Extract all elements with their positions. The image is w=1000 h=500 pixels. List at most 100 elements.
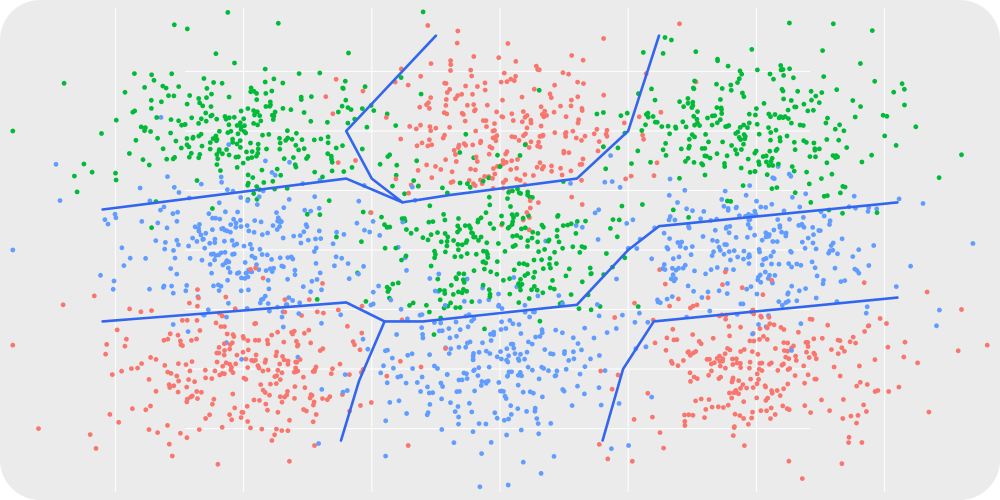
point-green [874, 210, 880, 216]
point-green [226, 94, 232, 100]
point-green [393, 172, 399, 178]
point-green [425, 237, 431, 243]
point-blue [838, 279, 844, 284]
point-red [227, 346, 233, 352]
point-red [749, 415, 754, 421]
point-green [771, 76, 776, 82]
point-red [896, 384, 902, 390]
point-red [853, 340, 858, 346]
point-red [573, 135, 579, 141]
point-green [614, 234, 620, 240]
point-green [454, 276, 459, 282]
point-red [114, 327, 120, 333]
point-blue [518, 331, 524, 336]
point-red [301, 374, 306, 380]
point-red [93, 446, 99, 451]
point-blue [508, 341, 514, 347]
point-green [687, 143, 692, 149]
point-blue [212, 236, 218, 242]
point-green [444, 239, 450, 244]
point-red [241, 335, 247, 341]
point-blue [233, 220, 239, 226]
point-blue [251, 229, 257, 235]
point-green [415, 183, 421, 189]
point-red [313, 412, 319, 417]
point-red [775, 368, 781, 373]
point-red [579, 138, 584, 143]
point-red [135, 365, 141, 371]
point-green [780, 88, 786, 94]
point-red [747, 365, 752, 371]
point-red [194, 389, 200, 394]
point-blue [779, 302, 785, 308]
point-blue [476, 365, 482, 371]
point-red [245, 347, 251, 353]
point-red [730, 356, 735, 362]
point-green [808, 200, 814, 205]
point-red [478, 140, 483, 146]
point-red [302, 385, 308, 391]
point-blue [245, 198, 251, 204]
point-red [494, 109, 499, 115]
point-blue [790, 194, 795, 200]
point-blue [686, 223, 691, 229]
point-red [819, 335, 825, 341]
point-green [893, 143, 899, 148]
point-blue [865, 209, 871, 214]
point-blue [209, 270, 215, 276]
point-blue [153, 238, 159, 244]
point-green [254, 184, 260, 190]
point-red [269, 332, 275, 338]
point-green [506, 190, 511, 195]
boundary-line-3 [101, 301, 386, 323]
point-green [690, 99, 696, 105]
point-red [414, 143, 420, 149]
point-green [251, 121, 256, 126]
point-green [778, 67, 784, 73]
point-red [650, 414, 655, 420]
point-blue [174, 271, 180, 277]
point-blue [788, 173, 794, 179]
point-blue [258, 219, 264, 225]
point-green [648, 159, 653, 165]
point-red [263, 401, 269, 407]
point-red [10, 342, 16, 348]
point-red [482, 87, 488, 93]
point-red [448, 68, 453, 73]
point-blue [207, 240, 213, 246]
point-red [726, 324, 732, 329]
point-red [234, 352, 240, 358]
point-red [569, 53, 575, 58]
point-red [496, 55, 502, 61]
point-red [827, 408, 832, 414]
point-blue [438, 320, 444, 326]
point-red [184, 384, 190, 390]
point-blue [759, 237, 765, 243]
point-blue [420, 335, 426, 341]
point-blue [215, 282, 221, 288]
point-green [568, 221, 574, 227]
point-blue [274, 227, 280, 232]
point-red [302, 330, 307, 336]
point-green [176, 118, 182, 124]
point-red [705, 295, 711, 301]
point-blue [575, 383, 580, 389]
point-blue [744, 286, 750, 292]
point-red [524, 125, 530, 131]
point-red [285, 389, 290, 394]
point-blue [733, 235, 739, 240]
point-green [249, 149, 255, 155]
point-red [482, 80, 488, 86]
point-green [714, 81, 719, 87]
point-blue [257, 246, 263, 252]
point-blue [787, 216, 792, 222]
point-green [277, 140, 283, 146]
point-red [143, 407, 149, 413]
point-green [138, 124, 144, 130]
point-blue [666, 192, 672, 198]
point-blue [498, 327, 504, 332]
point-red [842, 348, 847, 354]
point-green [662, 35, 668, 40]
point-red [256, 365, 262, 371]
point-green [764, 172, 770, 178]
